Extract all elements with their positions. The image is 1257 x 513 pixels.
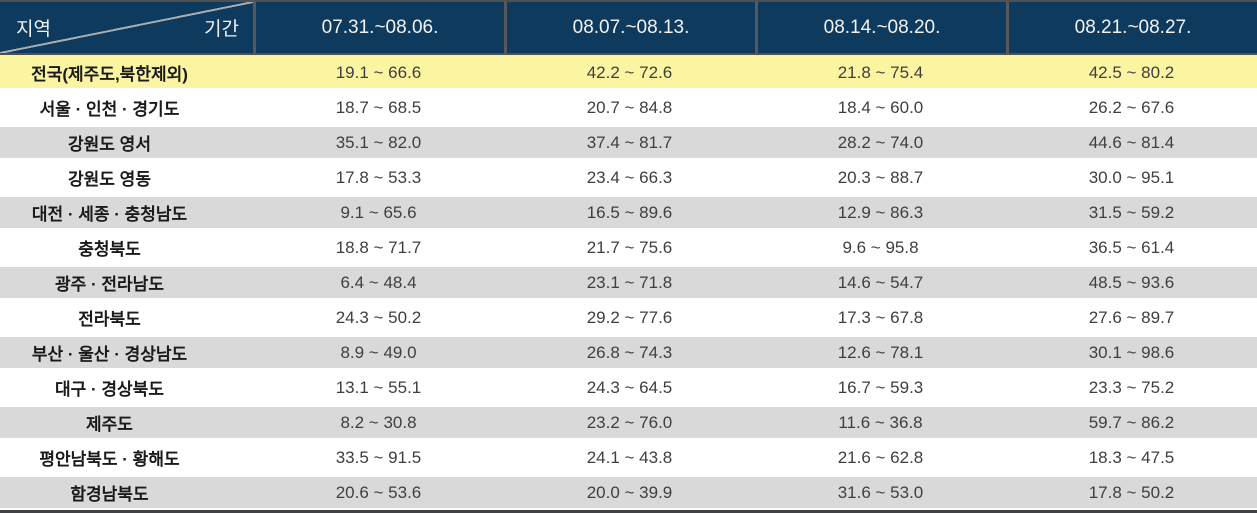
value-cell: 31.6 ~ 53.0	[755, 475, 1006, 510]
value-cell: 33.5 ~ 91.5	[253, 440, 504, 475]
region-cell: 전라북도	[0, 300, 253, 335]
value-cell: 28.2 ~ 74.0	[755, 125, 1006, 160]
value-cell: 35.1 ~ 82.0	[253, 125, 504, 160]
value-cell: 48.5 ~ 93.6	[1006, 265, 1257, 300]
column-header-period-4: 08.21.~08.27.	[1006, 0, 1257, 55]
value-cell: 6.4 ~ 48.4	[253, 265, 504, 300]
corner-period-label: 기간	[204, 19, 239, 40]
region-cell: 서울 · 인천 · 경기도	[0, 90, 253, 125]
value-cell: 17.8 ~ 53.3	[253, 160, 504, 195]
header-row: 지역 기간 07.31.~08.06. 08.07.~08.13. 08.14.…	[0, 0, 1257, 55]
value-cell: 18.4 ~ 60.0	[755, 90, 1006, 125]
value-cell: 9.1 ~ 65.6	[253, 195, 504, 230]
table-row: 광주 · 전라남도 6.4 ~ 48.4 23.1 ~ 71.8 14.6 ~ …	[0, 265, 1257, 300]
value-cell: 18.3 ~ 47.5	[1006, 440, 1257, 475]
value-cell: 20.6 ~ 53.6	[253, 475, 504, 510]
value-cell: 30.0 ~ 95.1	[1006, 160, 1257, 195]
table-row: 전국(제주도,북한제외) 19.1 ~ 66.6 42.2 ~ 72.6 21.…	[0, 55, 1257, 90]
value-cell: 12.6 ~ 78.1	[755, 335, 1006, 370]
value-cell: 23.3 ~ 75.2	[1006, 370, 1257, 405]
value-cell: 31.5 ~ 59.2	[1006, 195, 1257, 230]
value-cell: 9.6 ~ 95.8	[755, 230, 1006, 265]
region-cell: 함경남북도	[0, 475, 253, 510]
value-cell: 20.0 ~ 39.9	[504, 475, 755, 510]
region-cell: 충청북도	[0, 230, 253, 265]
value-cell: 42.5 ~ 80.2	[1006, 55, 1257, 90]
value-cell: 21.6 ~ 62.8	[755, 440, 1006, 475]
table-row: 서울 · 인천 · 경기도 18.7 ~ 68.5 20.7 ~ 84.8 18…	[0, 90, 1257, 125]
value-cell: 23.4 ~ 66.3	[504, 160, 755, 195]
value-cell: 18.8 ~ 71.7	[253, 230, 504, 265]
region-cell: 광주 · 전라남도	[0, 265, 253, 300]
value-cell: 21.7 ~ 75.6	[504, 230, 755, 265]
region-cell: 대구 · 경상북도	[0, 370, 253, 405]
table-row: 함경남북도 20.6 ~ 53.6 20.0 ~ 39.9 31.6 ~ 53.…	[0, 475, 1257, 510]
value-cell: 11.6 ~ 36.8	[755, 405, 1006, 440]
value-cell: 27.6 ~ 89.7	[1006, 300, 1257, 335]
value-cell: 24.3 ~ 50.2	[253, 300, 504, 335]
value-cell: 42.2 ~ 72.6	[504, 55, 755, 90]
value-cell: 24.1 ~ 43.8	[504, 440, 755, 475]
value-cell: 14.6 ~ 54.7	[755, 265, 1006, 300]
value-cell: 20.7 ~ 84.8	[504, 90, 755, 125]
value-cell: 30.1 ~ 98.6	[1006, 335, 1257, 370]
value-cell: 26.8 ~ 74.3	[504, 335, 755, 370]
corner-diagonal-split: 지역 기간	[0, 2, 253, 53]
value-cell: 44.6 ~ 81.4	[1006, 125, 1257, 160]
value-cell: 18.7 ~ 68.5	[253, 90, 504, 125]
value-cell: 37.4 ~ 81.7	[504, 125, 755, 160]
value-cell: 59.7 ~ 86.2	[1006, 405, 1257, 440]
value-cell: 17.8 ~ 50.2	[1006, 475, 1257, 510]
table-row: 강원도 영동 17.8 ~ 53.3 23.4 ~ 66.3 20.3 ~ 88…	[0, 160, 1257, 195]
region-cell: 전국(제주도,북한제외)	[0, 55, 253, 90]
region-cell: 대전 · 세종 · 충청남도	[0, 195, 253, 230]
region-cell: 강원도 영동	[0, 160, 253, 195]
column-header-period-2: 08.07.~08.13.	[504, 0, 755, 55]
column-header-period-3: 08.14.~08.20.	[755, 0, 1006, 55]
value-cell: 29.2 ~ 77.6	[504, 300, 755, 335]
corner-cell: 지역 기간	[0, 0, 253, 55]
value-cell: 20.3 ~ 88.7	[755, 160, 1006, 195]
value-cell: 8.9 ~ 49.0	[253, 335, 504, 370]
value-cell: 21.8 ~ 75.4	[755, 55, 1006, 90]
value-cell: 12.9 ~ 86.3	[755, 195, 1006, 230]
table-row: 전라북도 24.3 ~ 50.2 29.2 ~ 77.6 17.3 ~ 67.8…	[0, 300, 1257, 335]
value-cell: 19.1 ~ 66.6	[253, 55, 504, 90]
value-cell: 23.2 ~ 76.0	[504, 405, 755, 440]
table-row: 부산 · 울산 · 경상남도 8.9 ~ 49.0 26.8 ~ 74.3 12…	[0, 335, 1257, 370]
value-cell: 24.3 ~ 64.5	[504, 370, 755, 405]
table-row: 대전 · 세종 · 충청남도 9.1 ~ 65.6 16.5 ~ 89.6 12…	[0, 195, 1257, 230]
table-row: 대구 · 경상북도 13.1 ~ 55.1 24.3 ~ 64.5 16.7 ~…	[0, 370, 1257, 405]
column-header-period-1: 07.31.~08.06.	[253, 0, 504, 55]
table-row: 평안남북도 · 황해도 33.5 ~ 91.5 24.1 ~ 43.8 21.6…	[0, 440, 1257, 475]
region-cell: 강원도 영서	[0, 125, 253, 160]
region-cell: 평안남북도 · 황해도	[0, 440, 253, 475]
value-cell: 16.5 ~ 89.6	[504, 195, 755, 230]
corner-region-label: 지역	[16, 19, 51, 40]
value-cell: 17.3 ~ 67.8	[755, 300, 1006, 335]
value-cell: 8.2 ~ 30.8	[253, 405, 504, 440]
table-row: 충청북도 18.8 ~ 71.7 21.7 ~ 75.6 9.6 ~ 95.8 …	[0, 230, 1257, 265]
table-row: 강원도 영서 35.1 ~ 82.0 37.4 ~ 81.7 28.2 ~ 74…	[0, 125, 1257, 160]
value-cell: 16.7 ~ 59.3	[755, 370, 1006, 405]
value-cell: 26.2 ~ 67.6	[1006, 90, 1257, 125]
table-row: 제주도 8.2 ~ 30.8 23.2 ~ 76.0 11.6 ~ 36.8 5…	[0, 405, 1257, 440]
region-cell: 부산 · 울산 · 경상남도	[0, 335, 253, 370]
region-cell: 제주도	[0, 405, 253, 440]
value-cell: 36.5 ~ 61.4	[1006, 230, 1257, 265]
value-cell: 13.1 ~ 55.1	[253, 370, 504, 405]
value-cell: 23.1 ~ 71.8	[504, 265, 755, 300]
